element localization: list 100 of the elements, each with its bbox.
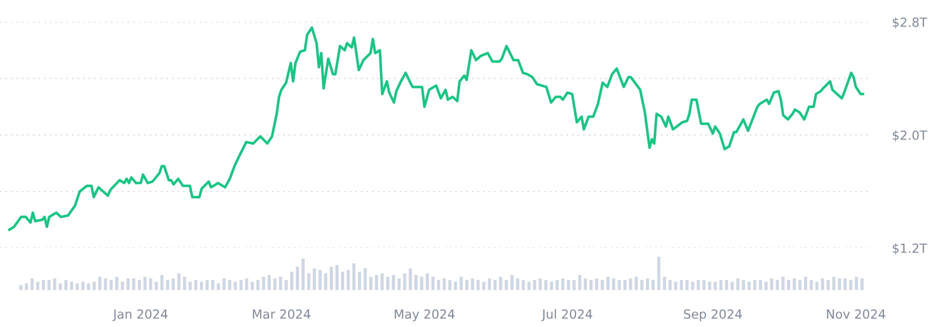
bar xyxy=(437,280,440,290)
x-tick-label: Sep 2024 xyxy=(684,309,742,322)
bar xyxy=(414,275,418,290)
bar xyxy=(398,278,401,290)
bar xyxy=(629,278,632,290)
bar xyxy=(352,263,356,290)
bar xyxy=(719,280,722,290)
bar xyxy=(685,280,689,290)
bar xyxy=(239,280,243,290)
bar xyxy=(296,266,300,290)
bar xyxy=(448,280,452,290)
bar xyxy=(211,280,214,290)
bar xyxy=(126,278,130,290)
bar xyxy=(470,278,474,290)
bar xyxy=(482,282,486,290)
bar xyxy=(115,276,118,290)
bar xyxy=(160,275,164,290)
bar xyxy=(36,282,40,290)
bar xyxy=(504,280,508,290)
bar xyxy=(758,280,762,290)
bar xyxy=(849,280,852,290)
y-tick-label: $1.2T xyxy=(892,243,928,255)
bar xyxy=(58,283,62,290)
bar xyxy=(70,282,74,290)
bar xyxy=(832,276,836,290)
bar xyxy=(538,278,542,290)
bar xyxy=(200,282,204,290)
bar xyxy=(742,280,746,290)
bar xyxy=(273,278,276,290)
bar xyxy=(143,276,147,290)
bar xyxy=(623,280,626,290)
bar xyxy=(544,280,548,290)
bar xyxy=(781,276,785,290)
bar xyxy=(691,282,694,290)
bar xyxy=(364,268,367,290)
bar xyxy=(369,276,372,290)
bar xyxy=(166,280,170,290)
bar xyxy=(76,283,79,290)
bar xyxy=(826,280,830,290)
bar xyxy=(499,276,502,290)
bar xyxy=(714,282,717,290)
bar xyxy=(250,282,254,290)
bar xyxy=(284,280,288,290)
bar xyxy=(228,280,232,290)
bar xyxy=(47,280,51,290)
y-tick-label: $2.0T xyxy=(892,130,928,142)
x-tick-label: Jul 2024 xyxy=(541,309,592,322)
bar xyxy=(374,275,378,290)
x-tick-label: Jan 2024 xyxy=(112,309,168,322)
bar xyxy=(380,273,384,290)
bar xyxy=(234,282,237,290)
bar xyxy=(222,278,226,290)
bar xyxy=(702,280,706,290)
bar xyxy=(730,282,734,290)
bar xyxy=(522,280,525,290)
bar xyxy=(566,280,570,290)
bar xyxy=(618,280,621,290)
bar xyxy=(177,273,180,290)
bar xyxy=(454,282,458,290)
bar xyxy=(792,278,796,290)
bar xyxy=(182,276,186,290)
bar xyxy=(86,283,90,290)
x-tick-label: Mar 2024 xyxy=(252,309,310,319)
bar xyxy=(634,276,638,290)
bar xyxy=(120,282,124,290)
bar xyxy=(860,278,864,290)
bar xyxy=(640,280,644,290)
bar xyxy=(392,275,395,290)
line-series xyxy=(8,26,864,231)
bar xyxy=(662,276,666,290)
bar xyxy=(403,273,406,290)
bar xyxy=(708,282,712,290)
bar xyxy=(606,276,610,290)
bar xyxy=(318,270,322,290)
bar xyxy=(302,258,305,290)
bar xyxy=(488,278,491,290)
bar xyxy=(24,283,28,290)
x-tick-label: Nov 2024 xyxy=(827,309,886,319)
bar xyxy=(110,280,113,290)
bar xyxy=(53,278,56,290)
bar xyxy=(476,280,480,290)
bar xyxy=(278,276,282,290)
bar xyxy=(810,280,813,290)
bar xyxy=(510,275,514,290)
bar xyxy=(612,278,616,290)
bar xyxy=(516,278,520,290)
bar xyxy=(64,280,68,290)
bar xyxy=(216,283,220,290)
bar xyxy=(420,276,424,290)
bar xyxy=(815,282,818,290)
bar xyxy=(787,280,790,290)
bar xyxy=(312,268,316,290)
bar xyxy=(138,280,141,290)
bar xyxy=(268,275,271,290)
bar xyxy=(386,276,390,290)
bar xyxy=(600,280,604,290)
bar xyxy=(460,276,463,290)
bar xyxy=(172,278,175,290)
bar xyxy=(674,282,678,290)
bar xyxy=(770,278,774,290)
